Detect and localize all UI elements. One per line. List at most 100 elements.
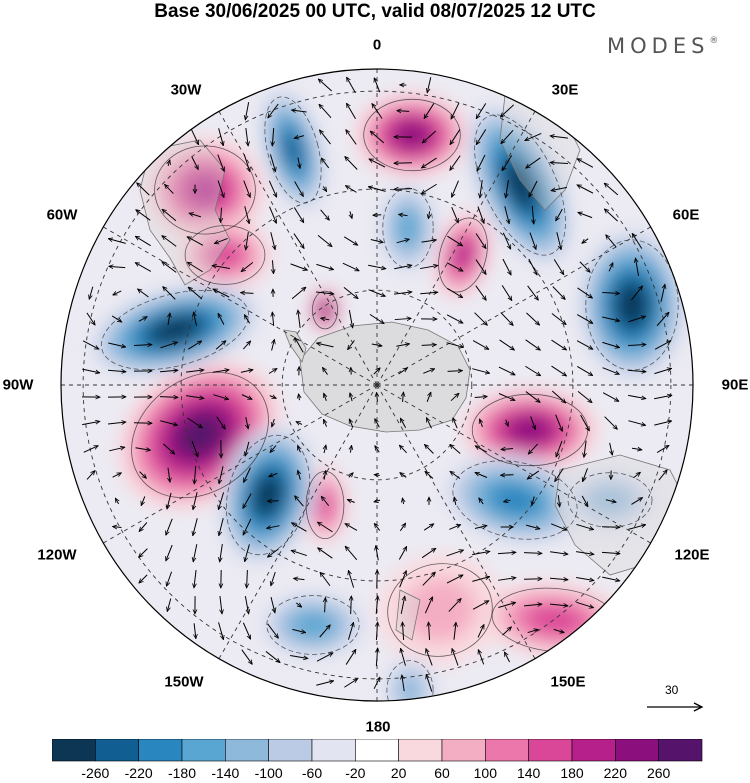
wind-vector-356 bbox=[166, 544, 173, 561]
colorbar-tick-label: 140 bbox=[516, 765, 541, 781]
wind-vector-174 bbox=[656, 312, 669, 327]
wind-vector-410 bbox=[194, 623, 196, 638]
anomaly-center-19 bbox=[382, 655, 438, 701]
colorbar-swatch-3 bbox=[138, 739, 183, 762]
wind-vector-406 bbox=[498, 602, 515, 609]
wind-vector-157 bbox=[218, 313, 225, 325]
contour-1 bbox=[264, 96, 322, 204]
wind-vector-92 bbox=[246, 232, 249, 250]
colorbar-swatch-7 bbox=[311, 739, 356, 762]
wind-vector-117 bbox=[342, 262, 359, 272]
wind-vector-428 bbox=[316, 653, 333, 662]
wind-vector-336 bbox=[166, 518, 173, 535]
wind-vector-66 bbox=[577, 185, 594, 194]
wind-vector-217 bbox=[577, 365, 592, 375]
contour-8 bbox=[311, 290, 339, 330]
wind-vector-276 bbox=[324, 445, 326, 454]
wind-vector-184 bbox=[317, 343, 334, 348]
reference-vector-arrow bbox=[647, 702, 704, 712]
wind-vector-78 bbox=[399, 214, 408, 215]
wind-vector-132 bbox=[163, 287, 176, 300]
wind-vector-339 bbox=[242, 518, 252, 535]
wind-vector-17 bbox=[190, 129, 200, 144]
wind-vector-114 bbox=[272, 260, 273, 273]
wind-vector-342 bbox=[317, 522, 333, 533]
wind-vector-98 bbox=[396, 239, 410, 244]
wind-vector-95 bbox=[317, 234, 332, 246]
wind-vector-18 bbox=[218, 128, 224, 145]
wind-vector-312 bbox=[658, 470, 667, 481]
wind-vector-122 bbox=[475, 259, 486, 275]
wind-vector-324 bbox=[402, 498, 403, 505]
contour-6 bbox=[154, 145, 256, 235]
contour-7 bbox=[184, 225, 266, 285]
wind-vector-299 bbox=[324, 470, 326, 480]
wind-vector-438 bbox=[373, 677, 381, 690]
wind-vector-350 bbox=[525, 524, 540, 529]
wind-vector-247 bbox=[160, 420, 177, 426]
wind-vector-278 bbox=[375, 446, 380, 453]
wind-vector-263 bbox=[580, 414, 590, 431]
wind-vector-54 bbox=[268, 180, 278, 197]
wind-vector-148 bbox=[577, 287, 593, 298]
wind-vector-138 bbox=[316, 292, 334, 294]
wind-vector-255 bbox=[375, 419, 380, 428]
wind-vector-32 bbox=[168, 160, 170, 167]
wind-vector-353 bbox=[601, 527, 620, 528]
map-title: Base 30/06/2025 00 UTC, valid 08/07/2025… bbox=[154, 1, 596, 22]
wind-vector-228 bbox=[269, 396, 277, 399]
colorbar-swatch-5 bbox=[225, 739, 269, 762]
wind-vector-227 bbox=[241, 394, 252, 400]
wind-vector-158 bbox=[244, 315, 251, 324]
wind-vector-203 bbox=[212, 370, 229, 372]
colorbar-swatch-6 bbox=[268, 739, 313, 762]
wind-vector-81 bbox=[477, 206, 484, 224]
wind-vector-258 bbox=[453, 418, 458, 429]
wind-vector-8 bbox=[291, 110, 307, 112]
lon-label-120w: 120W bbox=[37, 546, 77, 564]
wind-vector-7 bbox=[268, 103, 279, 118]
lon-label-60w: 60W bbox=[46, 206, 78, 224]
anomaly-center-3 bbox=[465, 101, 575, 269]
wind-vector-214 bbox=[498, 366, 515, 376]
wind-vector-71 bbox=[221, 207, 222, 223]
wind-vector-79 bbox=[428, 211, 429, 218]
wind-vector-131 bbox=[138, 289, 149, 298]
wind-vector-211 bbox=[423, 369, 434, 374]
wind-vector-121 bbox=[446, 262, 463, 271]
wind-vector-55 bbox=[294, 181, 304, 197]
wind-vector-362 bbox=[318, 548, 333, 559]
wind-vector-33 bbox=[191, 156, 199, 169]
wind-vector-302 bbox=[400, 473, 407, 478]
wind-vector-241 bbox=[602, 392, 619, 402]
wind-vector-150 bbox=[631, 286, 642, 301]
colorbar-tick-label: 220 bbox=[603, 765, 628, 781]
wind-vector-372 bbox=[576, 551, 594, 555]
anomaly-contours bbox=[100, 96, 679, 701]
wind-vector-348 bbox=[474, 526, 487, 529]
wind-vector-58 bbox=[368, 187, 386, 192]
wind-vector-119 bbox=[394, 265, 412, 270]
colorbar-swatch-2 bbox=[95, 739, 139, 762]
wind-vector-413 bbox=[267, 623, 279, 638]
wind-vector-161 bbox=[321, 318, 330, 320]
wind-vector-191 bbox=[499, 339, 515, 350]
wind-vector-269 bbox=[135, 448, 151, 450]
anomaly-center-4 bbox=[378, 180, 438, 276]
wind-vector-190 bbox=[472, 340, 489, 350]
wind-vector-424 bbox=[553, 628, 565, 632]
wind-vector-232 bbox=[377, 392, 378, 402]
latitude-circle-1 bbox=[281, 289, 473, 481]
wind-vector-21 bbox=[294, 136, 305, 139]
wind-vector-139 bbox=[343, 287, 358, 298]
wind-vector-345 bbox=[399, 523, 405, 532]
anomaly-center-11 bbox=[87, 282, 263, 378]
wind-vector-268 bbox=[109, 447, 125, 452]
wind-vector-14 bbox=[450, 102, 460, 119]
wind-vector-110 bbox=[162, 262, 177, 273]
wind-vector-12 bbox=[397, 111, 410, 112]
colorbar-tick-label: -60 bbox=[301, 765, 323, 781]
wind-vector-327 bbox=[479, 498, 484, 505]
wind-vector-414 bbox=[292, 628, 305, 632]
lon-label-150e: 150E bbox=[550, 673, 586, 691]
